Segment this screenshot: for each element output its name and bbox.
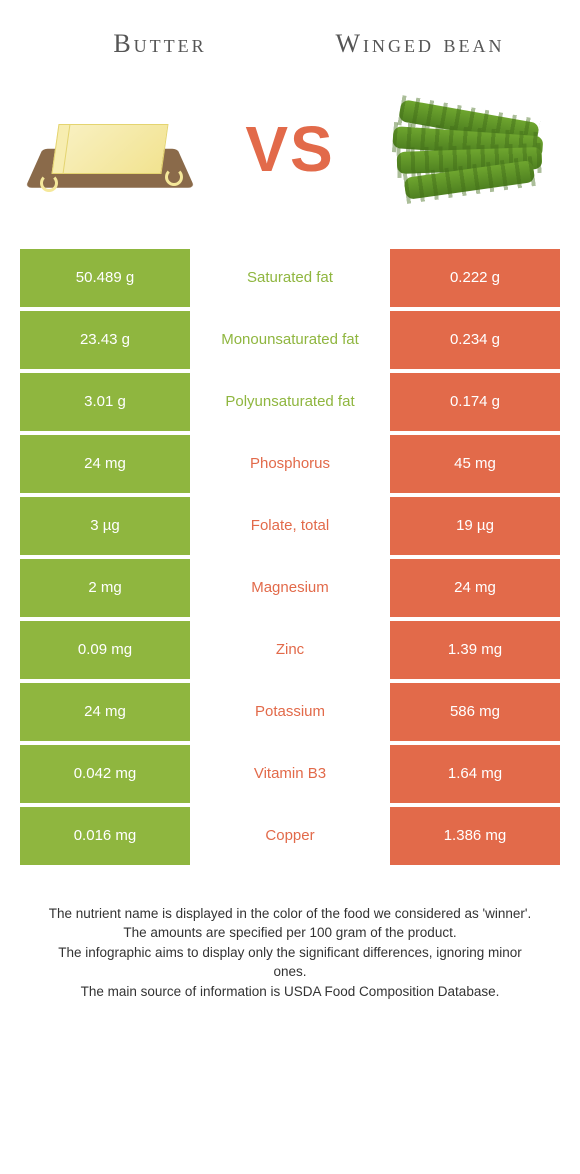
right-food-title: Winged bean (290, 30, 550, 59)
footer-line: The infographic aims to display only the… (40, 943, 540, 982)
nutrient-label-cell: Copper (190, 807, 390, 865)
nutrient-label-cell: Polyunsaturated fat (190, 373, 390, 431)
left-food-title: Butter (30, 30, 290, 59)
table-row: 0.09 mgZinc1.39 mg (20, 621, 560, 679)
footer-line: The amounts are specified per 100 gram o… (40, 923, 540, 943)
right-value-cell: 0.222 g (390, 249, 560, 307)
nutrient-label-cell: Folate, total (190, 497, 390, 555)
butter-illustration (30, 94, 190, 204)
right-food-image (380, 79, 560, 219)
left-value-cell: 24 mg (20, 435, 190, 493)
left-value-cell: 2 mg (20, 559, 190, 617)
footer-notes: The nutrient name is displayed in the co… (0, 869, 580, 1002)
table-row: 24 mgPhosphorus45 mg (20, 435, 560, 493)
right-value-cell: 45 mg (390, 435, 560, 493)
right-value-cell: 1.39 mg (390, 621, 560, 679)
nutrient-label-cell: Phosphorus (190, 435, 390, 493)
table-row: 2 mgMagnesium24 mg (20, 559, 560, 617)
right-value-cell: 1.64 mg (390, 745, 560, 803)
left-value-cell: 24 mg (20, 683, 190, 741)
table-row: 50.489 gSaturated fat0.222 g (20, 249, 560, 307)
left-value-cell: 3 µg (20, 497, 190, 555)
left-value-cell: 0.09 mg (20, 621, 190, 679)
table-row: 24 mgPotassium586 mg (20, 683, 560, 741)
table-row: 0.016 mgCopper1.386 mg (20, 807, 560, 865)
left-title-col: Butter (30, 30, 290, 59)
nutrient-label-cell: Potassium (190, 683, 390, 741)
nutrient-table: 50.489 gSaturated fat0.222 g23.43 gMonou… (20, 249, 560, 865)
left-value-cell: 3.01 g (20, 373, 190, 431)
left-value-cell: 50.489 g (20, 249, 190, 307)
right-title-col: Winged bean (290, 30, 550, 59)
table-row: 0.042 mgVitamin B31.64 mg (20, 745, 560, 803)
table-row: 3.01 gPolyunsaturated fat0.174 g (20, 373, 560, 431)
nutrient-label-cell: Saturated fat (190, 249, 390, 307)
left-value-cell: 0.042 mg (20, 745, 190, 803)
right-value-cell: 0.234 g (390, 311, 560, 369)
right-value-cell: 0.174 g (390, 373, 560, 431)
right-value-cell: 1.386 mg (390, 807, 560, 865)
right-value-cell: 19 µg (390, 497, 560, 555)
right-value-cell: 586 mg (390, 683, 560, 741)
images-row: VS (0, 69, 580, 249)
winged-bean-illustration (385, 84, 555, 214)
left-food-image (20, 79, 200, 219)
table-row: 3 µgFolate, total19 µg (20, 497, 560, 555)
table-row: 23.43 gMonounsaturated fat0.234 g (20, 311, 560, 369)
nutrient-label-cell: Vitamin B3 (190, 745, 390, 803)
left-value-cell: 0.016 mg (20, 807, 190, 865)
left-value-cell: 23.43 g (20, 311, 190, 369)
footer-line: The nutrient name is displayed in the co… (40, 904, 540, 924)
vs-label: VS (245, 112, 334, 186)
nutrient-label-cell: Zinc (190, 621, 390, 679)
nutrient-label-cell: Monounsaturated fat (190, 311, 390, 369)
right-value-cell: 24 mg (390, 559, 560, 617)
nutrient-label-cell: Magnesium (190, 559, 390, 617)
footer-line: The main source of information is USDA F… (40, 982, 540, 1002)
header: Butter Winged bean (0, 0, 580, 69)
